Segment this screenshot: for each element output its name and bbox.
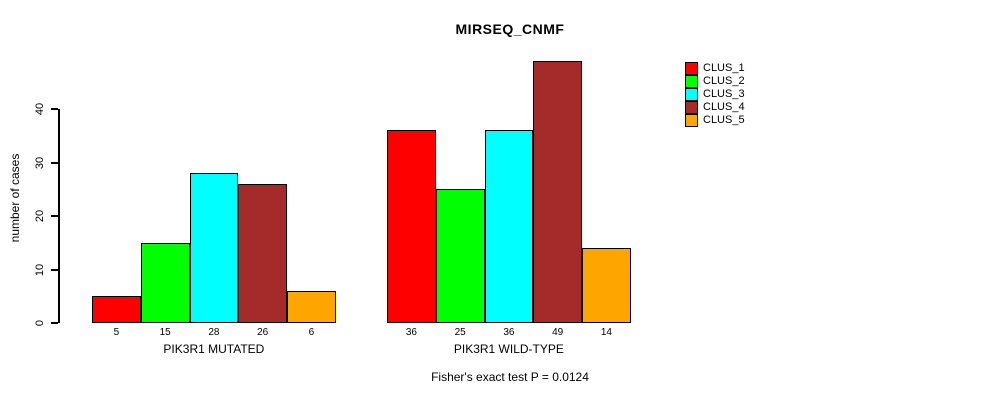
bar-clus-4-pik3r1-wild-type bbox=[533, 60, 582, 323]
legend-label: CLUS_3 bbox=[703, 88, 745, 100]
y-axis-tick bbox=[51, 215, 58, 217]
bar-clus-2-pik3r1-wild-type bbox=[435, 189, 485, 323]
legend-swatch bbox=[685, 75, 698, 88]
bar-value-label: 26 bbox=[257, 327, 269, 338]
legend-item: CLUS_5 bbox=[685, 114, 745, 127]
bar-value-label: 14 bbox=[600, 327, 612, 338]
bar-clus-3-pik3r1-mutated bbox=[189, 173, 239, 323]
y-axis-line bbox=[58, 109, 60, 323]
legend-label: CLUS_2 bbox=[703, 75, 745, 87]
y-axis-tick-label: 10 bbox=[34, 263, 46, 276]
bar-clus-2-pik3r1-mutated bbox=[140, 242, 190, 323]
group-label: PIK3R1 WILD-TYPE bbox=[453, 342, 564, 356]
bar-value-label: 25 bbox=[454, 327, 466, 338]
footnote: Fisher's exact test P = 0.0124 bbox=[431, 370, 589, 384]
bar-clus-1-pik3r1-mutated bbox=[92, 296, 141, 323]
y-axis-tick-label: 0 bbox=[34, 319, 46, 327]
legend: CLUS_1 CLUS_2 CLUS_3 CLUS_4 CLUS_5 bbox=[685, 62, 745, 127]
y-axis-tick bbox=[51, 268, 58, 271]
group-label: PIK3R1 MUTATED bbox=[163, 342, 265, 356]
y-axis-tick bbox=[51, 161, 58, 164]
bar-value-label: 5 bbox=[113, 327, 120, 338]
bar-value-label: 49 bbox=[552, 327, 564, 338]
bar-clus-4-pik3r1-mutated bbox=[238, 183, 287, 323]
bar-value-label: 28 bbox=[208, 327, 220, 338]
y-axis-tick-label: 30 bbox=[34, 156, 46, 169]
legend-swatch bbox=[685, 101, 698, 114]
bar-value-label: 15 bbox=[159, 327, 171, 338]
y-axis-tick-label: 20 bbox=[34, 209, 46, 223]
y-axis-tick bbox=[51, 108, 58, 110]
bar-value-label: 6 bbox=[308, 327, 315, 338]
legend-label: CLUS_1 bbox=[703, 62, 745, 74]
y-axis-tick-label: 40 bbox=[34, 102, 46, 116]
legend-label: CLUS_5 bbox=[703, 114, 745, 126]
legend-swatch bbox=[685, 88, 698, 101]
bar-clus-1-pik3r1-wild-type bbox=[387, 130, 436, 323]
legend-label: CLUS_4 bbox=[703, 101, 745, 113]
y-axis-tick bbox=[51, 322, 58, 324]
bar-clus-5-pik3r1-mutated bbox=[287, 290, 336, 323]
bar-clus-3-pik3r1-wild-type bbox=[484, 130, 534, 323]
chart-title: MIRSEQ_CNMF bbox=[455, 21, 565, 37]
bar-value-label: 36 bbox=[503, 327, 515, 338]
legend-swatch bbox=[685, 114, 698, 127]
legend-item: CLUS_4 bbox=[685, 101, 745, 114]
bar-clus-5-pik3r1-wild-type bbox=[582, 248, 631, 323]
legend-item: CLUS_1 bbox=[685, 62, 745, 75]
legend-item: CLUS_2 bbox=[685, 75, 745, 88]
legend-item: CLUS_3 bbox=[685, 88, 745, 101]
bar-value-label: 36 bbox=[405, 327, 417, 338]
legend-swatch bbox=[685, 62, 698, 75]
